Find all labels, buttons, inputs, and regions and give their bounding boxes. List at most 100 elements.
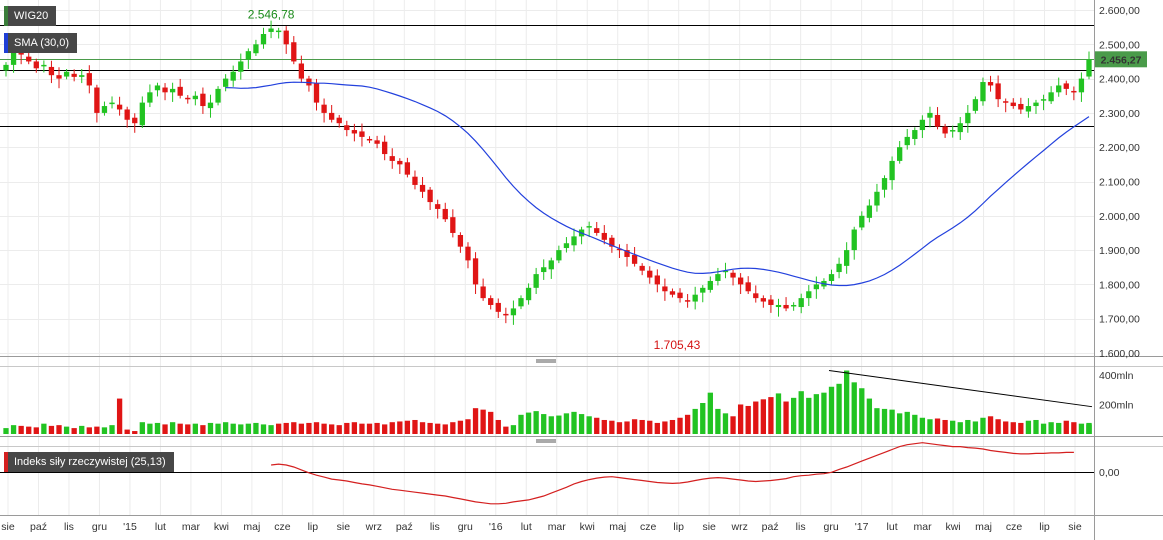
candle[interactable] <box>942 123 948 138</box>
volume-bar[interactable] <box>419 422 426 434</box>
volume-bar[interactable] <box>957 422 963 434</box>
volume-bar[interactable] <box>79 425 85 434</box>
candle[interactable] <box>503 307 509 324</box>
candle[interactable] <box>548 257 554 279</box>
volume-bar[interactable] <box>654 422 660 434</box>
candle[interactable] <box>488 295 494 310</box>
candle[interactable] <box>1003 98 1009 113</box>
volume-bar[interactable] <box>116 398 123 434</box>
volume-bar[interactable] <box>919 417 926 434</box>
candle[interactable] <box>919 115 926 138</box>
volume-bar[interactable] <box>139 422 145 434</box>
volume-bar[interactable] <box>836 383 842 434</box>
volume-bar[interactable] <box>859 388 865 434</box>
volume-bar[interactable] <box>177 423 183 434</box>
volume-bar[interactable] <box>571 411 577 434</box>
volume-bar[interactable] <box>154 422 161 434</box>
volume-bar[interactable] <box>56 425 62 434</box>
candle[interactable] <box>344 120 350 137</box>
volume-bar[interactable] <box>639 419 645 434</box>
volume-bar[interactable] <box>18 425 24 434</box>
volume-bar[interactable] <box>86 427 92 434</box>
volume-bar[interactable] <box>556 415 562 434</box>
candle[interactable] <box>730 269 736 286</box>
volume-bar[interactable] <box>1063 420 1069 434</box>
volume-bar[interactable] <box>41 423 47 434</box>
candle[interactable] <box>1040 94 1047 111</box>
volume-bar[interactable] <box>442 424 448 434</box>
volume-bar[interactable] <box>1025 420 1032 434</box>
candle[interactable] <box>412 170 418 190</box>
volume-bar[interactable] <box>594 417 600 434</box>
candle[interactable] <box>737 273 744 295</box>
volume-bar[interactable] <box>950 420 956 434</box>
volume-bar[interactable] <box>897 413 903 434</box>
volume-bar[interactable] <box>669 419 676 434</box>
candle[interactable] <box>147 84 153 108</box>
candle[interactable] <box>154 82 161 97</box>
candle[interactable] <box>631 247 638 267</box>
candle[interactable] <box>859 211 865 231</box>
candle[interactable] <box>1048 86 1054 104</box>
candle[interactable] <box>874 183 880 212</box>
candle[interactable] <box>510 300 517 325</box>
volume-bar[interactable] <box>684 414 691 434</box>
candle[interactable] <box>230 65 236 87</box>
candle[interactable] <box>116 96 123 116</box>
candle[interactable] <box>200 87 206 114</box>
volume-bar[interactable] <box>33 427 39 434</box>
candle[interactable] <box>881 175 888 198</box>
volume-bar[interactable] <box>518 414 524 434</box>
volume-bar[interactable] <box>3 428 9 434</box>
candle[interactable] <box>253 39 259 56</box>
candle[interactable] <box>207 94 214 118</box>
candle[interactable] <box>480 278 486 301</box>
candle[interactable] <box>465 242 471 269</box>
volume-bar[interactable] <box>972 421 979 434</box>
candle[interactable] <box>109 96 115 109</box>
volume-bar[interactable] <box>450 422 456 434</box>
candle[interactable] <box>806 285 812 307</box>
volume-bar[interactable] <box>828 386 835 434</box>
volume-bar[interactable] <box>351 422 358 434</box>
volume-bar[interactable] <box>821 392 827 434</box>
volume-bar[interactable] <box>609 420 615 434</box>
candle[interactable] <box>275 27 282 39</box>
candle[interactable] <box>980 77 986 106</box>
volume-bar[interactable] <box>359 423 365 434</box>
candle[interactable] <box>790 302 797 311</box>
volume-bar[interactable] <box>745 405 751 434</box>
volume-bar[interactable] <box>397 421 403 434</box>
volume-bar[interactable] <box>874 408 880 434</box>
volume-bar[interactable] <box>730 416 736 434</box>
volume-bar[interactable] <box>813 394 820 434</box>
volume-bar[interactable] <box>480 409 486 434</box>
candle[interactable] <box>321 98 327 123</box>
volume-bar[interactable] <box>147 423 153 434</box>
candle[interactable] <box>677 288 683 303</box>
candle[interactable] <box>63 68 70 80</box>
volume-bar[interactable] <box>995 419 1001 434</box>
volume-bar[interactable] <box>525 412 532 434</box>
volume-bar[interactable] <box>253 422 259 434</box>
volume-bar[interactable] <box>321 423 327 434</box>
candle[interactable] <box>934 107 941 130</box>
candle[interactable] <box>495 298 501 319</box>
volume-bar[interactable] <box>94 426 100 434</box>
volume-bar[interactable] <box>616 422 623 434</box>
candle[interactable] <box>404 157 411 178</box>
volume-bar[interactable] <box>624 421 630 434</box>
volume-bar[interactable] <box>798 391 804 434</box>
volume-bar[interactable] <box>942 419 948 434</box>
candle[interactable] <box>124 106 130 128</box>
candle[interactable] <box>389 148 395 169</box>
candle[interactable] <box>669 288 676 298</box>
price-panel[interactable] <box>0 0 1094 356</box>
volume-bar[interactable] <box>790 397 797 434</box>
candle[interactable] <box>359 123 365 147</box>
volume-bar[interactable] <box>806 397 812 434</box>
candle[interactable] <box>442 202 448 222</box>
volume-bar[interactable] <box>503 426 509 434</box>
candle[interactable] <box>798 293 804 314</box>
candle[interactable] <box>556 245 562 264</box>
